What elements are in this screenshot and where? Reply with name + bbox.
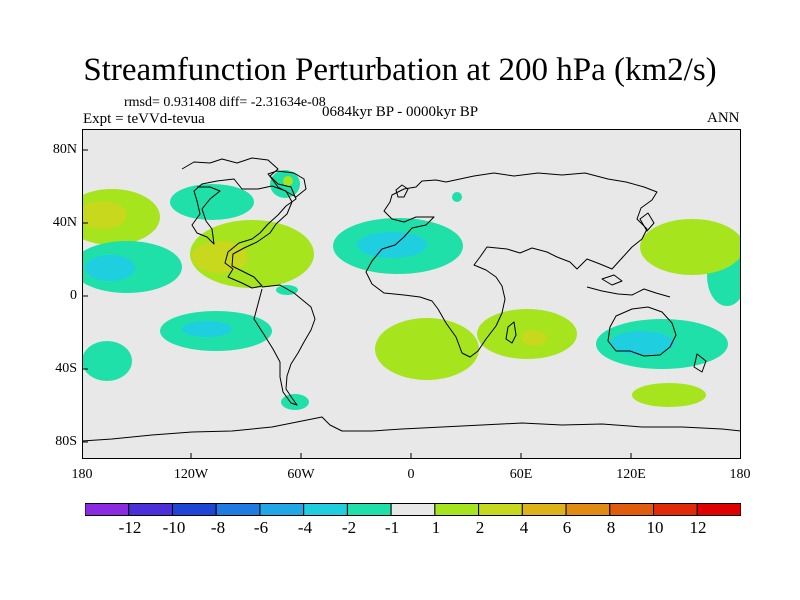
colorbar-label: 6 xyxy=(562,518,572,537)
colorbar-label: 10 xyxy=(646,518,664,537)
greenland-outline xyxy=(267,170,307,198)
colorbar-box xyxy=(85,503,130,516)
colorbar-label: 4 xyxy=(519,518,529,537)
colorbar-label: -10 xyxy=(162,518,186,537)
colorbar-box xyxy=(390,503,436,516)
colorbar-label: -8 xyxy=(210,518,226,537)
anomaly-region xyxy=(170,184,254,220)
lon-label-0: 0 xyxy=(407,467,415,482)
colorbar-box xyxy=(303,503,348,516)
colorbar-label: -6 xyxy=(253,518,269,537)
colorbar-label: -1 xyxy=(384,518,400,537)
season-label: ANN xyxy=(707,110,740,126)
anomaly-region xyxy=(632,383,706,407)
lat-label-40n: 40N xyxy=(52,215,77,230)
colorbar-label: -12 xyxy=(118,518,142,537)
map-panel xyxy=(82,129,741,459)
south-america-outline xyxy=(253,284,316,406)
colorbar-box xyxy=(128,503,173,516)
map-background xyxy=(82,129,741,459)
lon-label-120w: 120W xyxy=(173,467,209,482)
uk-outline xyxy=(395,184,409,198)
map-ticks xyxy=(82,149,632,459)
colorbar-box xyxy=(215,503,261,516)
experiment-label: Expt = teVVd-tevua xyxy=(83,111,205,127)
lon-label-180e: 180 xyxy=(729,467,751,482)
anomaly-region xyxy=(521,330,547,346)
period-label: 0684kyr BP - 0000kyr BP xyxy=(322,104,479,120)
anomaly-region xyxy=(610,331,674,355)
new-zealand-outline xyxy=(693,353,707,373)
anomaly-region xyxy=(192,241,248,273)
colorbar-label: 12 xyxy=(689,518,707,537)
anomaly-region xyxy=(85,255,135,281)
anomaly-region xyxy=(357,232,427,258)
colorbar-box xyxy=(346,503,392,516)
colorbar-box xyxy=(565,503,611,516)
plot-title: Streamfunction Perturbation at 200 hPa (… xyxy=(83,52,717,88)
lat-label-80n: 80N xyxy=(52,142,77,157)
colorbar-box xyxy=(434,503,480,516)
lat-label-eq: 0 xyxy=(70,288,77,303)
madagascar-outline xyxy=(505,321,517,344)
colorbar xyxy=(85,503,741,516)
colorbar-label: 1 xyxy=(431,518,441,537)
lon-label-60w: 60W xyxy=(287,467,315,482)
anomaly-region xyxy=(452,192,462,202)
anomaly-region xyxy=(82,201,127,229)
anomaly-region xyxy=(283,176,293,186)
colorbar-box xyxy=(696,503,741,516)
anomaly-regions xyxy=(82,170,741,410)
eurasia-africa-outline xyxy=(365,172,658,358)
antarctica-outline xyxy=(82,416,741,442)
north-america-outline xyxy=(181,157,297,289)
colorbar-box xyxy=(259,503,305,516)
anomaly-region xyxy=(375,318,479,380)
colorbar-svg xyxy=(85,503,741,516)
anomaly-region xyxy=(640,219,741,275)
lat-label-40s: 40S xyxy=(55,361,77,376)
stats-text: rmsd= 0.931408 diff= -2.31634e-08 xyxy=(124,95,326,110)
colorbar-label: 2 xyxy=(475,518,485,537)
colorbar-label: -2 xyxy=(341,518,357,537)
colorbar-box xyxy=(653,503,698,516)
colorbar-box xyxy=(521,503,567,516)
maritime-continent-outline xyxy=(586,274,671,298)
lat-label-80s: 80S xyxy=(55,434,77,449)
lon-label-120e: 120E xyxy=(616,467,646,482)
lon-label-60e: 60E xyxy=(509,467,533,482)
colorbar-label: 8 xyxy=(606,518,616,537)
colorbar-label: -4 xyxy=(297,518,313,537)
coastlines xyxy=(82,157,741,442)
anomaly-region xyxy=(82,341,132,381)
map-svg xyxy=(82,129,741,459)
lon-label-180w: 180 xyxy=(71,467,93,482)
colorbar-box xyxy=(478,503,523,516)
colorbar-box xyxy=(609,503,655,516)
anomaly-region xyxy=(182,321,232,337)
colorbar-box xyxy=(171,503,217,516)
australia-outline xyxy=(607,306,677,357)
japan-outline xyxy=(639,212,655,232)
